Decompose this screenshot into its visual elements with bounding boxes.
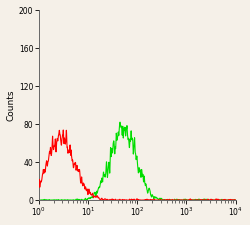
Y-axis label: Counts: Counts [7, 90, 16, 121]
